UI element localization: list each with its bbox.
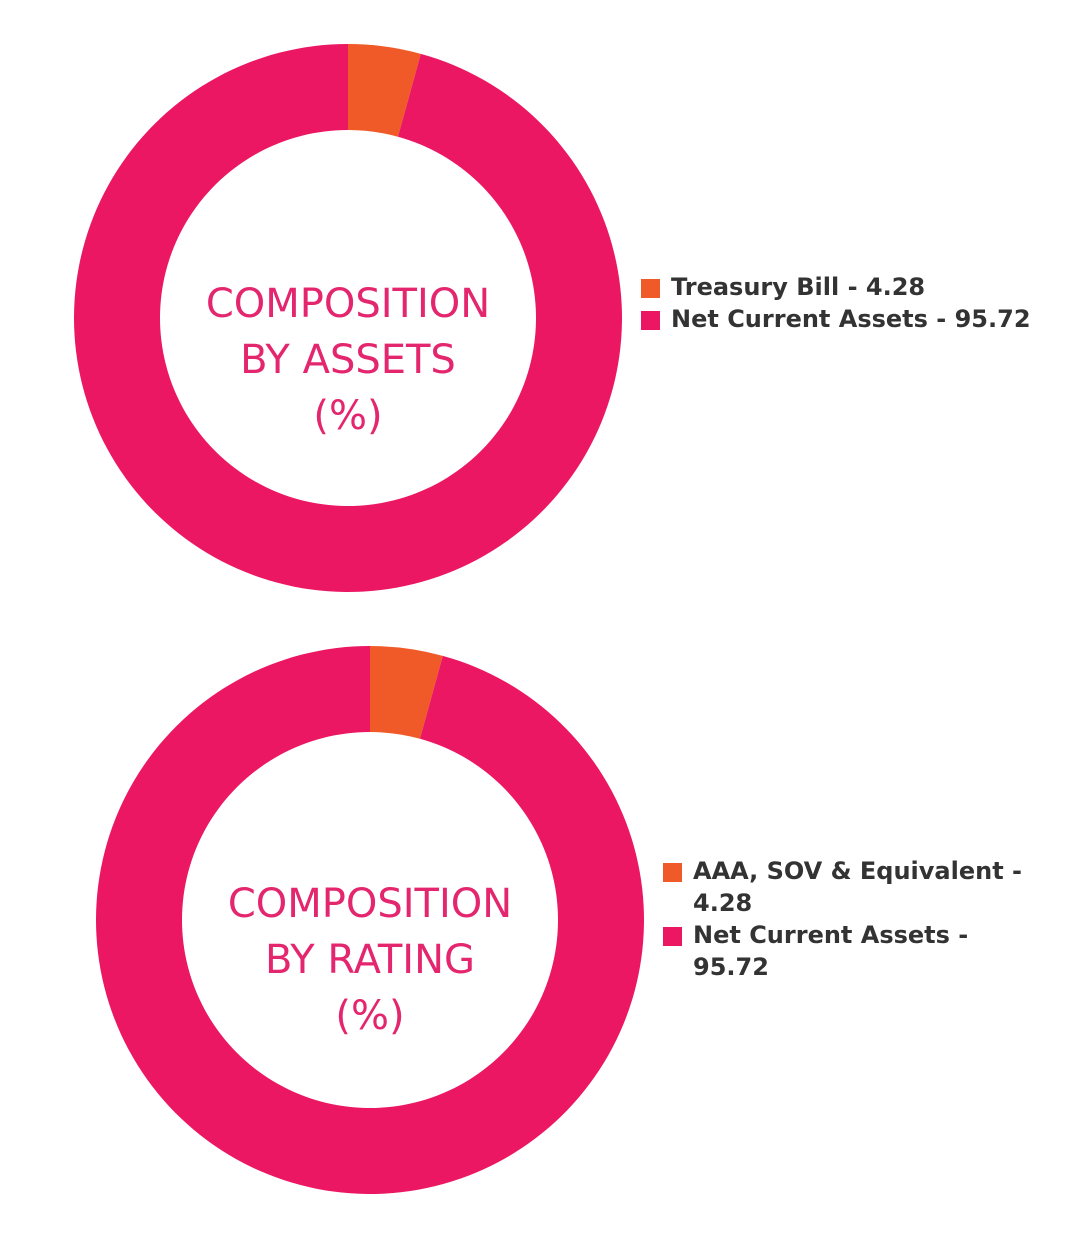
- legend-swatch-orange: [663, 863, 682, 882]
- legend-item-aaa-sov-equivalent: AAA, SOV & Equivalent - 4.28: [663, 855, 1043, 919]
- legend-swatch-pink: [663, 927, 682, 946]
- legend-label: Treasury Bill - 4.28: [671, 273, 926, 301]
- donut-slice-net-current-assets: [95, 646, 644, 1194]
- legend-label: Net Current Assets - 95.72: [671, 305, 1031, 333]
- legend-item-net-current-assets: Net Current Assets - 95.72: [663, 919, 1043, 983]
- legend-swatch-pink: [641, 311, 660, 330]
- center-title-line-2: BY RATING: [265, 937, 475, 983]
- legend-swatch-orange: [641, 279, 660, 298]
- center-title-line-3: (%): [313, 393, 383, 439]
- legend-item-treasury-bill: Treasury Bill - 4.28: [641, 271, 1041, 303]
- chart-center-title: COMPOSITION BY RATING (%): [170, 876, 570, 1044]
- center-title-line-1: COMPOSITION: [227, 881, 513, 927]
- donut-chart-rating: [95, 646, 644, 1194]
- center-title-line-1: COMPOSITION: [205, 281, 491, 327]
- legend-item-net-current-assets: Net Current Assets - 95.72: [641, 303, 1041, 335]
- center-title-line-2: BY ASSETS: [240, 337, 456, 383]
- donut-slice-aaa-sov-equivalent: [370, 646, 443, 739]
- chart-composition-by-rating: COMPOSITION BY RATING (%) AAA, SOV & Equ…: [0, 610, 1084, 1233]
- center-title-line-3: (%): [335, 993, 405, 1039]
- donut-chart-assets: [73, 44, 622, 592]
- chart-legend: Treasury Bill - 4.28 Net Current Assets …: [641, 271, 1041, 335]
- donut-slice-net-current-assets: [73, 44, 622, 592]
- donut-slice-treasury-bill: [348, 44, 421, 137]
- legend-label: Net Current Assets - 95.72: [693, 921, 969, 981]
- chart-composition-by-assets: COMPOSITION BY ASSETS (%) Treasury Bill …: [0, 0, 1084, 610]
- chart-center-title: COMPOSITION BY ASSETS (%): [148, 276, 548, 444]
- chart-legend: AAA, SOV & Equivalent - 4.28 Net Current…: [663, 855, 1043, 983]
- legend-label: AAA, SOV & Equivalent - 4.28: [693, 857, 1023, 917]
